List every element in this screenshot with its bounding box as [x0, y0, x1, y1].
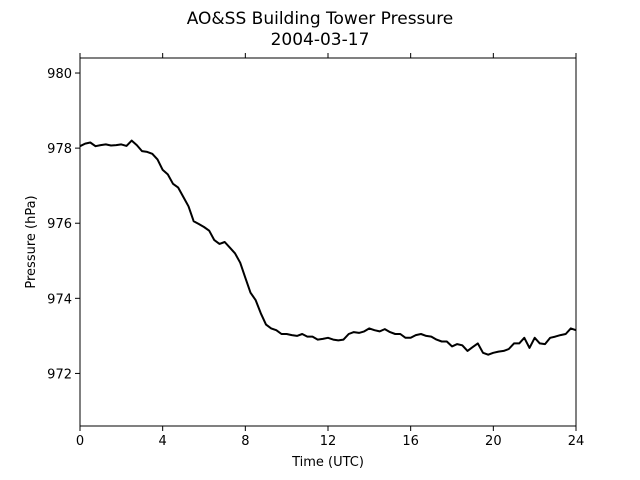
- y-tick-label-0: 972: [47, 367, 72, 382]
- x-tick-label-1: 4: [159, 434, 167, 449]
- y-tick-label-2: 976: [47, 217, 72, 232]
- y-axis-label: Pressure (hPa): [24, 195, 39, 288]
- plot-frame: [79, 57, 577, 427]
- pressure-series-line: [79, 139, 577, 356]
- x-tick-label-6: 24: [568, 434, 585, 449]
- y-tick-label-3: 978: [47, 142, 72, 157]
- y-tick-label-1: 974: [47, 292, 72, 307]
- x-tick-label-5: 20: [485, 434, 502, 449]
- x-tick-label-3: 12: [320, 434, 337, 449]
- y-tick-label-4: 980: [47, 67, 72, 82]
- x-axis-label: Time (UTC): [291, 455, 364, 470]
- plot-area: [80, 58, 576, 426]
- y-axis: 972 974 976 978 980: [47, 67, 80, 382]
- x-axis: 0 4 8 12 16 20 24: [76, 53, 584, 449]
- chart-title: AO&SS Building Tower Pressure: [187, 9, 454, 29]
- x-tick-label-2: 8: [241, 434, 249, 449]
- x-tick-label-4: 16: [402, 434, 419, 449]
- x-tick-label-0: 0: [76, 434, 84, 449]
- chart-subtitle: 2004-03-17: [271, 30, 370, 50]
